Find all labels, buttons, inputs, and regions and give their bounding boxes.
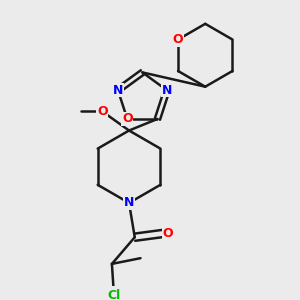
Text: O: O <box>122 112 133 125</box>
Text: O: O <box>173 33 183 46</box>
Text: Cl: Cl <box>107 289 120 300</box>
Text: N: N <box>162 84 172 97</box>
Text: N: N <box>124 196 134 209</box>
Text: N: N <box>113 84 123 97</box>
Text: O: O <box>97 105 108 118</box>
Text: O: O <box>163 227 173 240</box>
